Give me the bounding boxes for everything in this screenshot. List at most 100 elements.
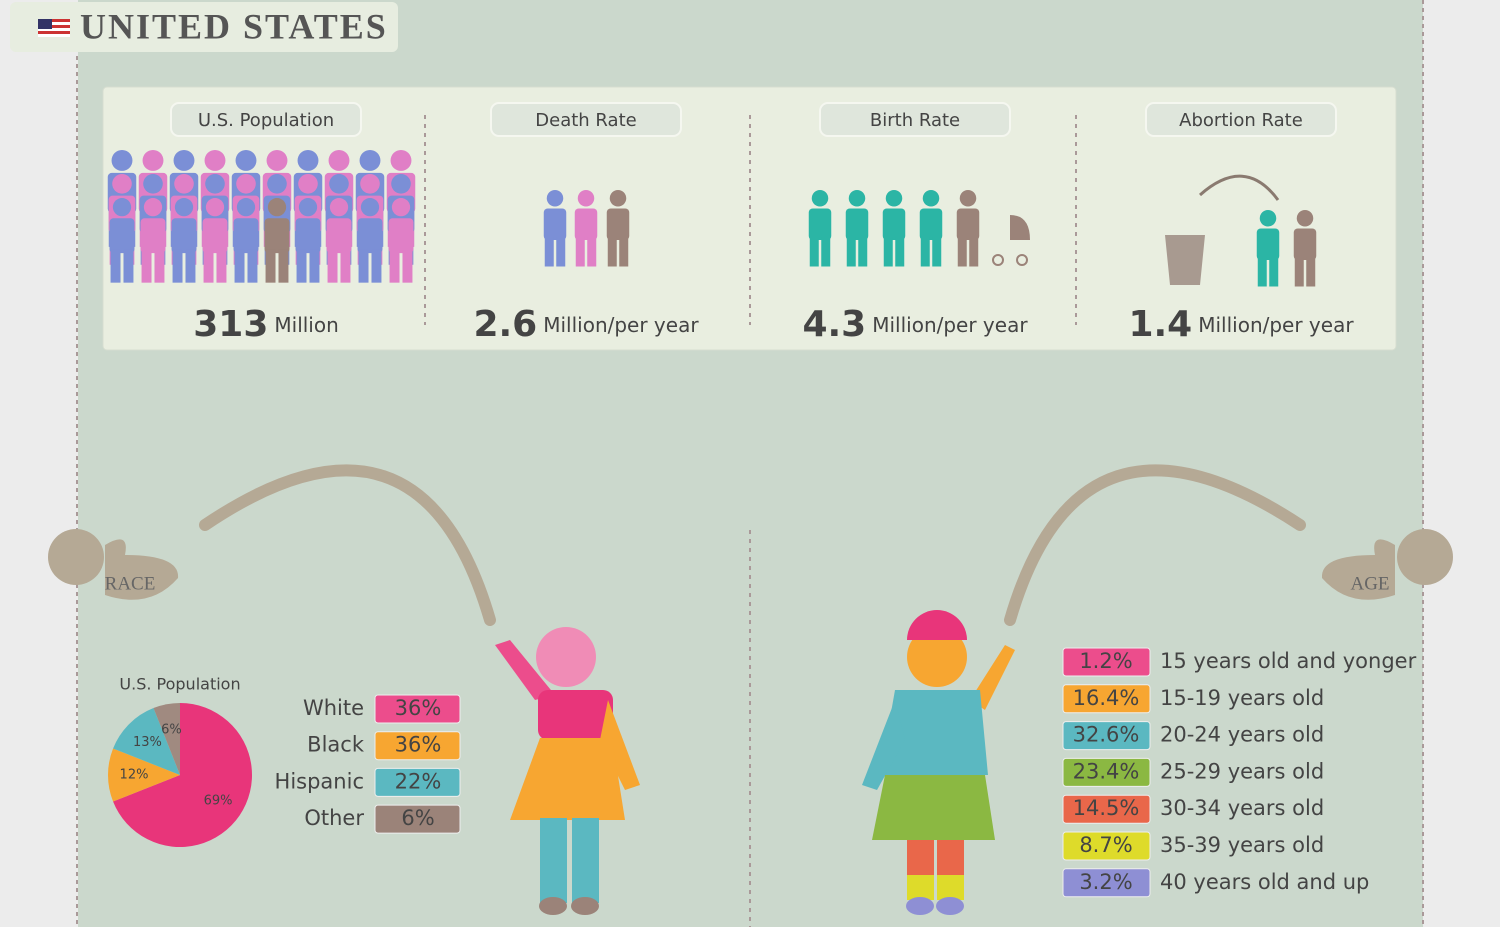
head [236, 198, 256, 217]
leg [920, 236, 930, 267]
leg [556, 236, 566, 267]
stat-line: 4.3 Million/per year [802, 304, 1028, 345]
stat-line: 1.4 Million/per year [1128, 304, 1354, 345]
leg [1294, 256, 1304, 287]
head [360, 174, 380, 194]
torso [233, 218, 259, 254]
leg [1257, 256, 1267, 287]
leg [340, 249, 351, 283]
leg [185, 249, 196, 283]
head [174, 198, 194, 217]
head [885, 190, 903, 207]
head [267, 198, 287, 217]
torso [326, 218, 352, 254]
head [205, 198, 225, 217]
stroller [990, 215, 1030, 240]
head [173, 150, 195, 171]
legend-box [1062, 831, 1151, 861]
pie-label: 69% [204, 793, 233, 808]
torso [574, 208, 598, 240]
stat-line: 313 Million [193, 304, 339, 345]
person-icon [264, 198, 290, 283]
legend-value: 14.5% [1073, 796, 1140, 820]
legend-label: 20-24 years old [1160, 723, 1324, 747]
head [111, 150, 133, 171]
stat-label: Death Rate [535, 110, 636, 131]
stat-unit: Million/per year [872, 313, 1028, 337]
leg [278, 249, 289, 283]
leg [932, 236, 942, 267]
legend-value: 1.2% [1079, 649, 1132, 673]
head [811, 190, 829, 207]
head [143, 174, 163, 194]
arc [1199, 174, 1280, 201]
person-icon [357, 198, 383, 283]
person-icon [171, 198, 197, 283]
torso [808, 208, 832, 240]
stat-pill [170, 102, 362, 137]
leg [309, 249, 320, 283]
pie-label: 6% [161, 722, 182, 737]
pie-label: 13% [133, 735, 162, 750]
person-icon [109, 198, 135, 283]
badge-label: RACE [105, 573, 156, 594]
head [267, 174, 287, 194]
legend-label: 30-34 years old [1160, 796, 1324, 820]
head [391, 174, 411, 194]
leg [619, 236, 629, 267]
stats-panel [102, 86, 1397, 351]
pie-slice [113, 703, 253, 848]
head [609, 190, 627, 207]
leg [141, 249, 152, 283]
legend-label: 25-29 years old [1160, 759, 1324, 783]
legend-value: 23.4% [1073, 759, 1140, 783]
leg [809, 236, 819, 267]
person-icon [140, 198, 166, 283]
head [297, 150, 319, 171]
head [329, 198, 349, 217]
stat-unit: Million/per year [1198, 313, 1354, 337]
arc [1004, 464, 1306, 626]
stat-pill [490, 102, 682, 137]
person-icon [1256, 210, 1280, 287]
head [922, 190, 940, 207]
leg [172, 249, 183, 283]
legend-box [374, 694, 461, 724]
legend-value: 32.6% [1073, 723, 1140, 747]
head [577, 190, 595, 207]
torso [919, 208, 943, 240]
arc [199, 464, 496, 626]
leg [575, 236, 585, 267]
leg [969, 236, 979, 267]
person-icon [543, 190, 567, 267]
legend-name: Black [307, 733, 365, 757]
pie-label: 12% [120, 768, 149, 783]
head [359, 150, 381, 171]
legend-name: Other [304, 806, 364, 830]
leg [296, 249, 307, 283]
head [959, 190, 977, 207]
person-icon [388, 198, 414, 283]
person-icon [326, 198, 352, 283]
leg [895, 236, 905, 267]
head [360, 198, 380, 217]
head [143, 198, 163, 217]
person-icon [956, 190, 980, 267]
leg [123, 249, 134, 283]
head [204, 150, 226, 171]
stat-pill [1145, 102, 1337, 137]
person-icon [882, 190, 906, 267]
woman-right [862, 610, 1015, 915]
head [298, 174, 318, 194]
torso [606, 208, 630, 240]
torso [845, 208, 869, 240]
person-icon [845, 190, 869, 267]
leg [821, 236, 831, 267]
leg [216, 249, 227, 283]
pie-title: U.S. Population [119, 675, 240, 694]
stat-label: Abortion Rate [1179, 110, 1303, 131]
badge-circle [1397, 529, 1453, 585]
leg [265, 249, 276, 283]
head [329, 174, 349, 194]
leg [402, 249, 413, 283]
